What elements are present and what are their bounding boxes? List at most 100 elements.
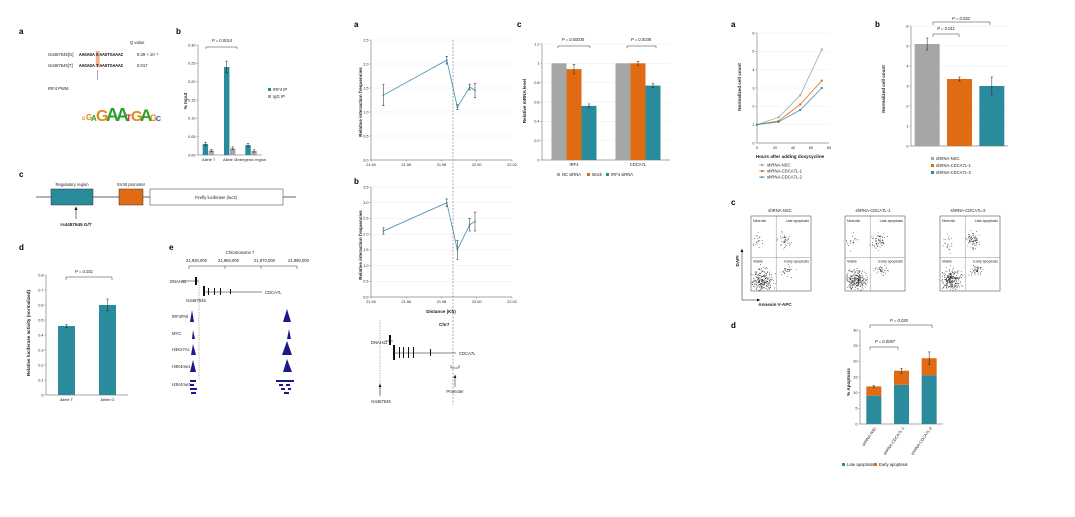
apo-bar xyxy=(921,358,937,376)
flow-quadrant-early: Early apoptosis xyxy=(878,259,903,263)
ia-series-line xyxy=(383,59,476,109)
luc-bar xyxy=(99,305,116,395)
svg-text:A: A xyxy=(91,114,97,123)
ib-ytick-label: 3.5 xyxy=(363,185,368,189)
growth-xlabel: Hours after adding doxycycline xyxy=(756,154,825,159)
panel-label-left-d: d xyxy=(19,243,24,252)
cc-legend-0: shRNA-NSC xyxy=(936,156,960,161)
apo-ytick-label: 0 xyxy=(855,422,857,426)
growth-point xyxy=(799,94,802,97)
tracks-snp: rs4487645 xyxy=(186,298,206,303)
growth-ylabel: Normalized cell count xyxy=(737,63,742,111)
tracks-tick-0: 21,930,000 xyxy=(186,258,208,263)
ib-gene2: CDCA7L xyxy=(459,351,476,356)
promoter-label: SV40 promoter xyxy=(117,182,146,187)
flow-plot-frame xyxy=(844,215,906,292)
mrna-ytick-label: 0.6 xyxy=(534,100,539,104)
luc-ytick-label: 0.7 xyxy=(38,288,43,292)
chip-bar xyxy=(245,145,251,155)
seq-row-q-0: 9.39 × 10⁻⁶ xyxy=(137,52,159,57)
ia-ytick-label: 1.0 xyxy=(363,110,368,114)
panel-label-left-b: b xyxy=(176,27,181,36)
cc-ytick-label: 4 xyxy=(906,64,908,68)
mrna-category-label: IRF4 xyxy=(569,162,579,167)
growth-series-line xyxy=(756,87,823,126)
mrna-bar xyxy=(566,69,582,160)
ia-point xyxy=(445,59,448,62)
luc-ylabel: Relative luciferase activity (normalized… xyxy=(26,290,31,377)
growth-ytick-label: 1 xyxy=(752,123,754,127)
luc-pvalue: P = 0.031 xyxy=(75,269,93,274)
tracks-tick-1: 21,950,000 xyxy=(218,258,240,263)
mrna-bar xyxy=(645,85,661,160)
cc-ytick-label: 5 xyxy=(906,44,908,48)
mrna-pvalue-0: P = 0.00035 xyxy=(562,37,585,42)
svg-text:C: C xyxy=(156,116,161,123)
chip-ytick-label: 0.30 xyxy=(188,43,195,47)
allele-highlight xyxy=(95,51,100,67)
svg-text:A: A xyxy=(116,105,129,125)
mrna-category-label: CDCA7L xyxy=(630,162,647,167)
ib-point xyxy=(382,230,385,232)
ia-xtick-label: 22.02 xyxy=(507,163,517,167)
growth-point xyxy=(820,48,823,51)
ib-ytick-label: 2.0 xyxy=(363,232,368,236)
ib-xtick-label: 21.96 xyxy=(401,300,411,304)
luc-bar xyxy=(58,326,75,395)
regulatory-label: Regulatory region xyxy=(55,182,89,187)
chip-ytick-label: 0.10 xyxy=(188,117,195,121)
flow-quadrant-late: Late apoptosis xyxy=(786,219,810,223)
ia-ytick-label: 2.0 xyxy=(363,62,368,66)
luc-ytick-label: 0.6 xyxy=(38,303,43,307)
flow-xlabel: Annexin V-APC xyxy=(758,302,792,307)
ib-ytick-label: 1.0 xyxy=(363,264,368,268)
ia-ytick-label: 0.0 xyxy=(363,158,368,162)
cc-ytick-label: 3 xyxy=(906,84,908,88)
luc-ytick-label: 0.1 xyxy=(38,378,43,382)
luciferase-box xyxy=(149,188,284,206)
luc-ytick-label: 0.5 xyxy=(38,318,43,322)
growth-point xyxy=(799,103,802,106)
growth-series-line xyxy=(756,80,823,126)
growth-point xyxy=(820,79,823,82)
chip-bar xyxy=(202,144,209,155)
svg-text:G: G xyxy=(96,108,108,125)
panel-label-left-c: c xyxy=(19,170,24,179)
apo-bracket-1 xyxy=(869,346,899,350)
ib-point xyxy=(474,220,476,223)
cc-bracket-0 xyxy=(932,21,991,25)
pwm-logo: c G A G A A T G A G C xyxy=(82,105,161,125)
seq-row-q-1: 0.017 xyxy=(137,63,148,68)
flow-quadrant-necrotic: Necrotic xyxy=(847,219,860,223)
seq-row-a-1: AAGAGA xyxy=(79,64,95,69)
seq-row-allele-0: G xyxy=(96,53,99,58)
chip-bar xyxy=(224,67,230,155)
apo-ytick-label: 10 xyxy=(853,391,857,395)
ia-ytick-label: 0.5 xyxy=(363,134,368,138)
flow-quadrant-viable: Viable xyxy=(847,259,857,263)
mrna-ytick-label: 0.8 xyxy=(534,81,539,85)
svg-text:c: c xyxy=(82,116,86,122)
interaction-chart-b: Relative interaction frequencies Distanc… xyxy=(358,185,517,314)
mrna-bar xyxy=(615,63,631,161)
growth-xtick-label: 40 xyxy=(791,146,795,150)
panel-label-mid-c: c xyxy=(517,20,522,29)
flow-scatter-dots xyxy=(751,231,797,292)
chip-ytick-label: 0.00 xyxy=(188,153,195,157)
track-label-4: H3K4me3 xyxy=(172,382,191,387)
cc-ytick-label: 1 xyxy=(906,124,908,128)
chip-bar-chart: % Input P = 0.0014 IRF4 IP IgG IP 0.00 0.… xyxy=(183,38,287,162)
mrna-ytick-label: 1 xyxy=(537,62,539,66)
chip-ytick-label: 0.20 xyxy=(188,80,195,84)
luc-ytick-label: 0.4 xyxy=(38,333,43,337)
luciferase-label: Firefly luciferase (luc2) xyxy=(195,195,238,200)
cc-bar xyxy=(947,79,972,146)
seq-row-a-0: AAGAGA xyxy=(79,53,95,58)
mrna-ytick-label: 1.2 xyxy=(534,42,539,46)
tracks-gene2: CDCA7L xyxy=(265,290,282,295)
flow-cytometry-plots: shRNA-NSC shRNA-CDCA7L-1 shRNA-CDCA7L-2 … xyxy=(735,208,1001,307)
growth-xtick-label: 0 xyxy=(756,146,758,150)
mrna-pvalue-1: P = 0.0038 xyxy=(631,37,652,42)
luciferase-bar-chart: Relative luciferase activity (normalized… xyxy=(26,269,128,402)
flow-quadrant-necrotic: Necrotic xyxy=(753,219,766,223)
